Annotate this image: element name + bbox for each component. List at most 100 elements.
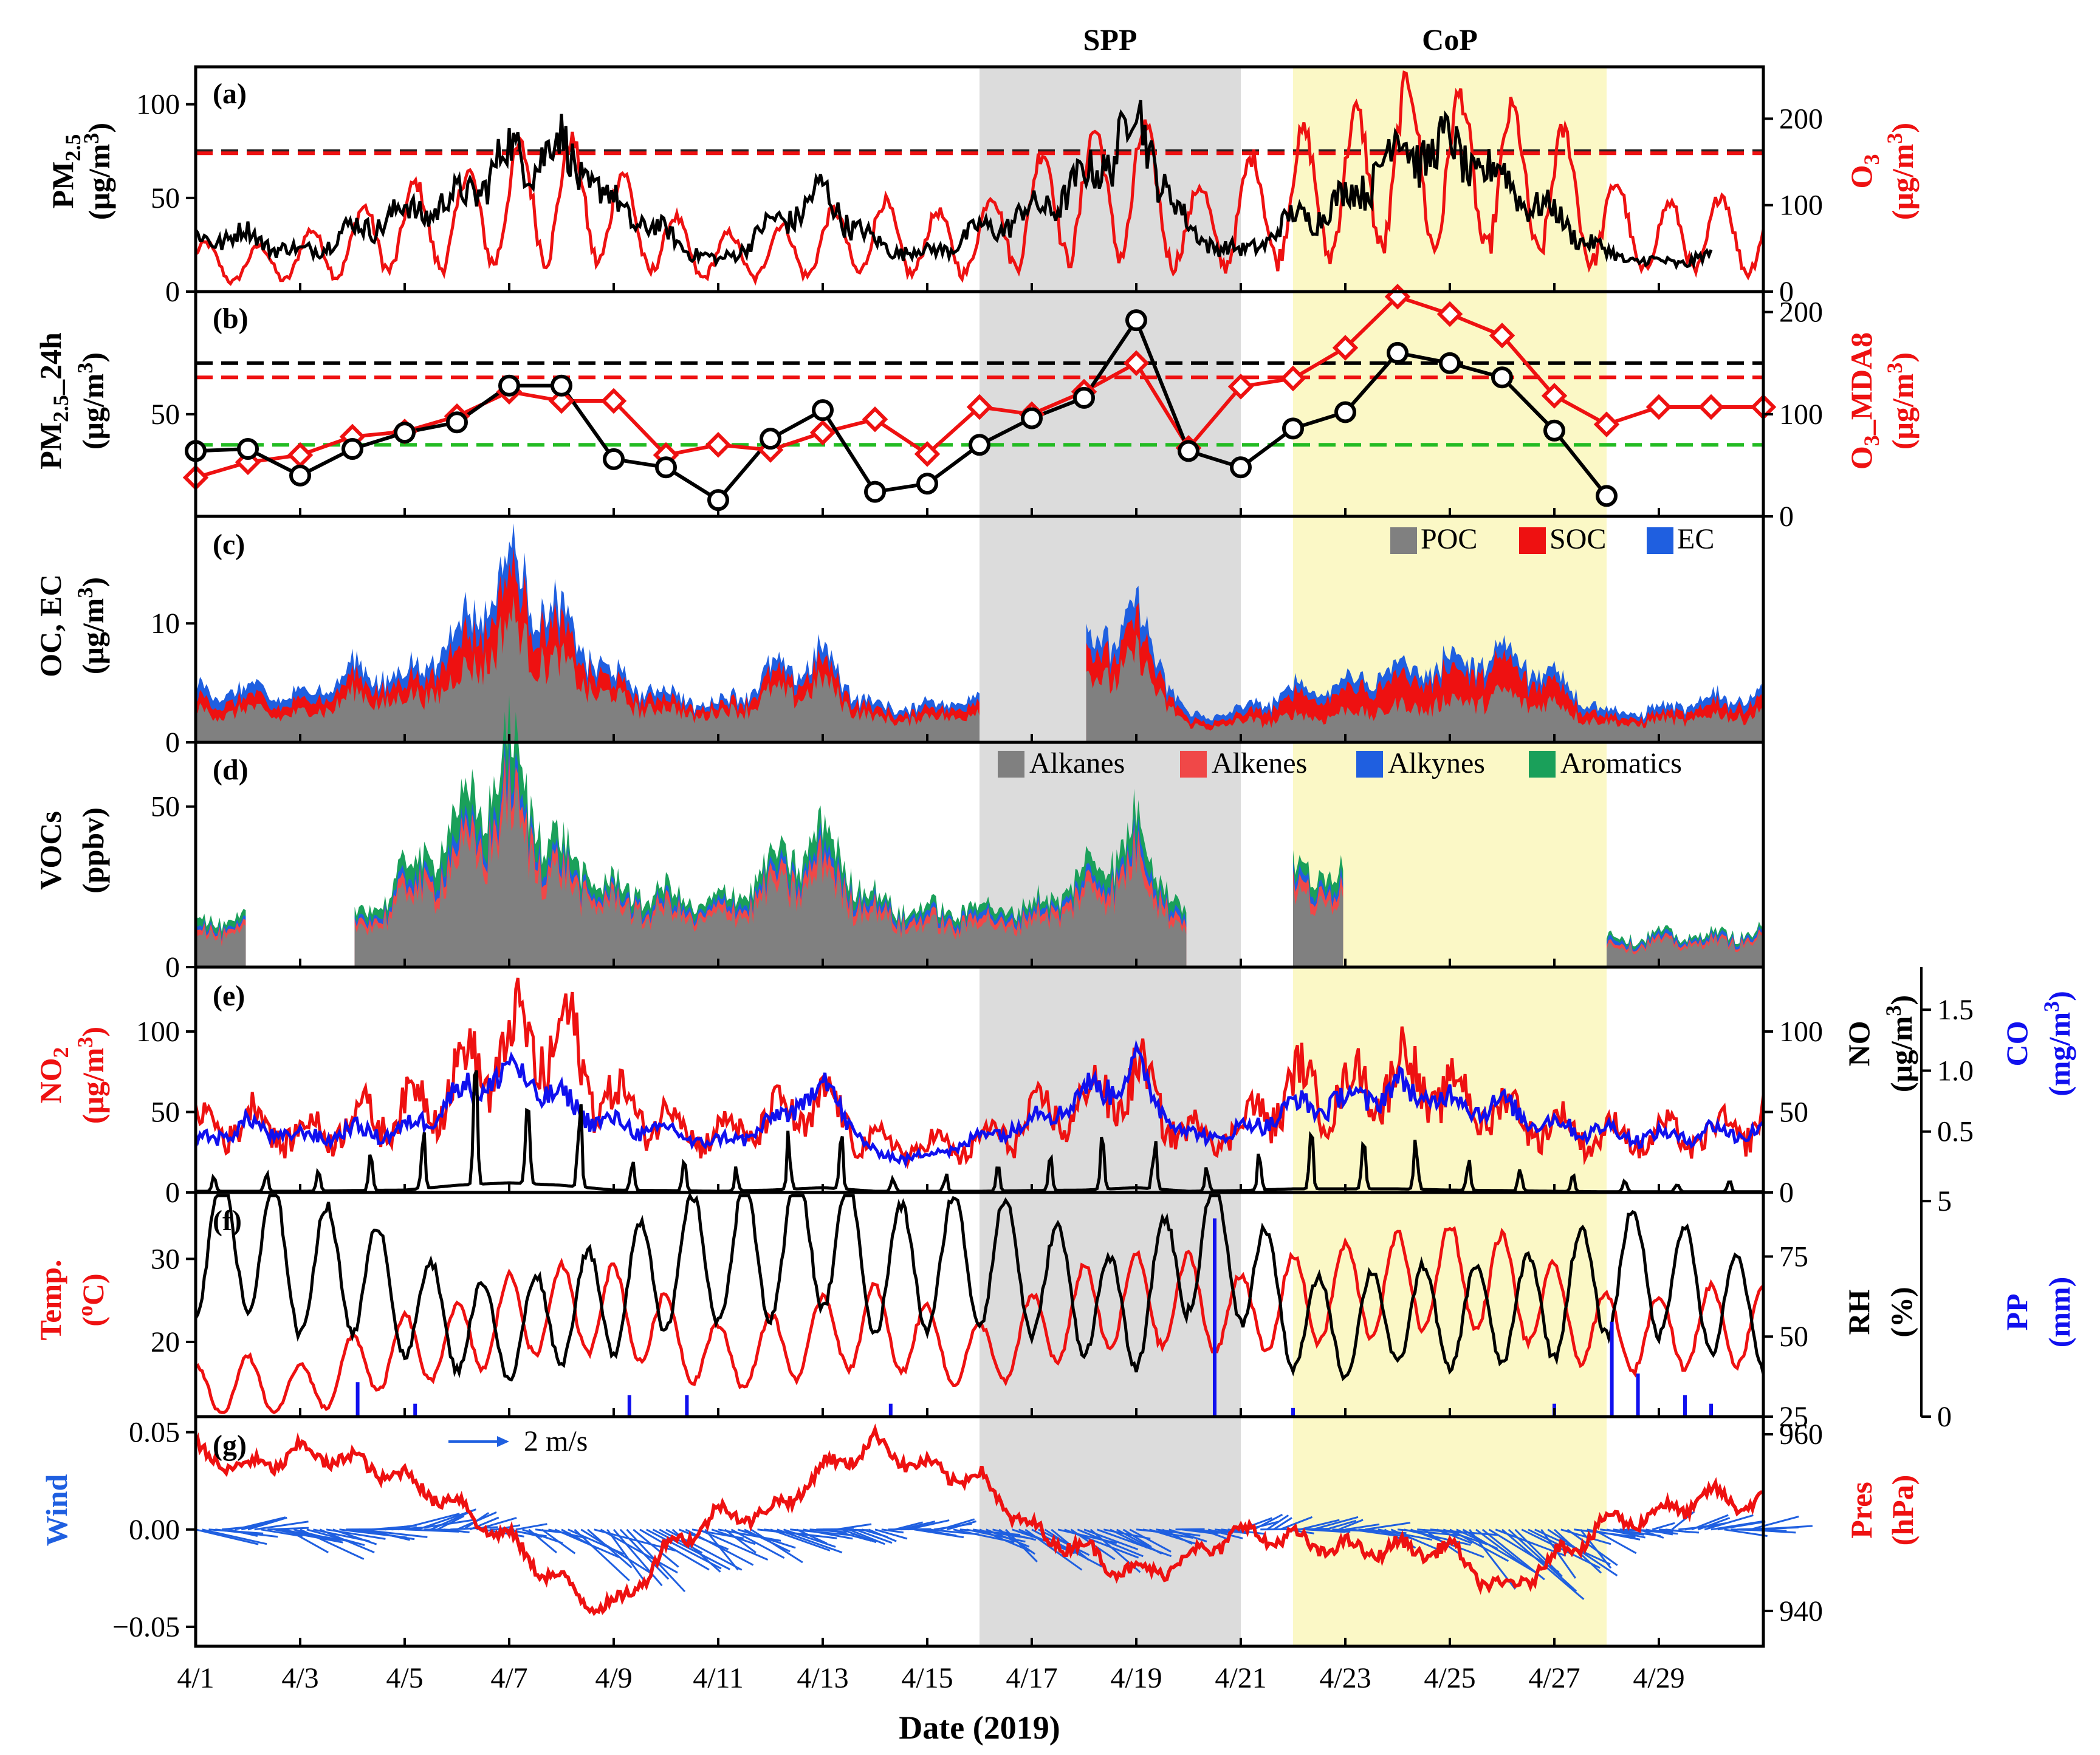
marker-pm25-24h xyxy=(1073,386,1095,409)
wind-vector xyxy=(770,1528,831,1551)
yaxis-right-e-tick-label: 100 xyxy=(1779,1016,1823,1048)
wind-vector xyxy=(1717,1521,1766,1531)
bar-precipitation xyxy=(685,1395,689,1417)
series-line-pm25-24h xyxy=(195,316,1608,503)
yaxis-left-g-tick-label: 0.05 xyxy=(129,1417,180,1449)
axes-layer: 4/1 4/3 4/5 4/7 4/9 4/11 4/13 4/15 4/17 4/19 4/21 4… xyxy=(112,65,1974,1694)
marker-pm25-24h xyxy=(237,438,259,460)
wind-vector xyxy=(273,1528,343,1544)
wind-vector xyxy=(920,1528,957,1537)
bar-precipitation xyxy=(627,1395,631,1417)
wind-vector xyxy=(300,1528,365,1560)
wind-vector xyxy=(1207,1528,1243,1539)
wind-vector xyxy=(1704,1514,1754,1531)
marker-pm25-24h xyxy=(1334,401,1356,423)
yaxis-right-b-tick-label: 100 xyxy=(1779,399,1823,431)
area-poc xyxy=(196,596,980,742)
x-tick-label: 4/21 xyxy=(1215,1662,1266,1694)
wind-vector xyxy=(1390,1528,1441,1551)
yaxis-right2-f-tick-label: 0 xyxy=(1937,1401,1952,1433)
yaxis-left-c-tick-label: 10 xyxy=(151,607,180,640)
wind-vector xyxy=(1508,1528,1577,1592)
legend-label-soc: SOC xyxy=(1549,523,1606,555)
wind-vector xyxy=(652,1528,730,1570)
yaxis-right-f-tick-label: 25 xyxy=(1779,1401,1808,1433)
wind-vector xyxy=(606,1528,648,1586)
period-shade-spp xyxy=(980,67,1241,1646)
ylabel-f-right2: PP xyxy=(2000,1293,2034,1330)
wind-vector xyxy=(724,1528,757,1554)
wind-vector xyxy=(783,1528,836,1548)
yaxis-right2-e-tick-label: 1.0 xyxy=(1937,1055,1974,1087)
legend-swatch-alkynes xyxy=(1356,751,1383,778)
wind-vector xyxy=(803,1528,853,1540)
wind-vector xyxy=(332,1528,377,1545)
wind-vector xyxy=(528,1528,557,1554)
wind-vector xyxy=(777,1528,843,1554)
wind-vector xyxy=(979,1528,1031,1552)
x-axis-title: Date (2019) xyxy=(899,1709,1060,1746)
wind-vector xyxy=(1110,1528,1148,1549)
yaxis-left-d-tick-label: 0 xyxy=(165,951,180,984)
bar-precipitation xyxy=(888,1403,893,1417)
wind-vector xyxy=(228,1528,258,1537)
ylabel-g-left: Wind xyxy=(39,1474,74,1547)
marker-pm25-24h xyxy=(1021,407,1043,429)
wind-vector xyxy=(1540,1528,1577,1579)
wind-vector xyxy=(1645,1528,1673,1536)
wind-vector xyxy=(522,1528,563,1544)
yaxis-left-f-tick-label: 30 xyxy=(151,1243,180,1275)
marker-o3-mda8 xyxy=(914,441,941,467)
marker-o3-mda8 xyxy=(1332,335,1359,361)
series-line-pressure xyxy=(194,1423,1764,1616)
marker-pm25-24h xyxy=(498,374,520,397)
marker-o3-mda8 xyxy=(1541,383,1568,409)
yunit-e-left: (μg/m3) xyxy=(73,1027,110,1124)
wind-vector xyxy=(1266,1514,1289,1531)
wind-reference: 2 m/s xyxy=(448,1425,588,1457)
wind-vector xyxy=(235,1516,286,1531)
yaxis-right2-e-tick-label: 1.5 xyxy=(1937,994,1974,1026)
wind-vector xyxy=(580,1528,653,1575)
area-alkanes xyxy=(1607,932,1763,967)
x-tick-label: 4/15 xyxy=(901,1662,953,1694)
ylabel-e-left: NO2 xyxy=(33,1047,73,1104)
ylabel-e-right2: CO xyxy=(2000,1021,2034,1067)
wind-vector xyxy=(1122,1528,1152,1548)
wind-vector xyxy=(1272,1517,1292,1531)
ylabel-e-right: NO xyxy=(1842,1021,1876,1067)
wind-vector xyxy=(247,1516,287,1531)
marker-pm25-24h xyxy=(1543,419,1565,442)
legend-label-alkynes: Alkynes xyxy=(1388,747,1485,779)
marker-o3-mda8 xyxy=(1280,365,1306,392)
wind-vector xyxy=(548,1528,586,1539)
wind-vector xyxy=(541,1528,576,1555)
wind-vector xyxy=(612,1528,663,1587)
x-tick-label: 4/9 xyxy=(595,1662,632,1694)
yaxis-right-a-tick-label: 0 xyxy=(1779,276,1794,308)
wind-vector xyxy=(1436,1528,1473,1544)
marker-pm25-24h xyxy=(289,464,311,487)
legend-swatch-aromatics xyxy=(1529,751,1556,778)
marker-o3-mda8 xyxy=(1227,374,1254,400)
yunit-d-left: (ppbv) xyxy=(76,807,110,894)
wind-vector xyxy=(1449,1528,1509,1562)
wind-vector xyxy=(1593,1528,1637,1555)
wind-vector xyxy=(1149,1528,1201,1547)
wind-vector xyxy=(1319,1528,1351,1533)
yunit-b-left: (μg/m3) xyxy=(73,352,110,450)
yaxis-left-d-tick-label: 50 xyxy=(151,791,180,823)
ylabel-g-right: Pres xyxy=(1844,1482,1878,1538)
panel-label-g: (g) xyxy=(213,1429,247,1462)
wind-vector xyxy=(430,1508,476,1531)
ylabel-a-left: PM2.5 xyxy=(46,134,85,209)
yaxis-right-f-tick-label: 50 xyxy=(1779,1321,1808,1353)
bar-precipitation xyxy=(1291,1408,1295,1417)
wind-vector xyxy=(365,1528,410,1541)
yunit-f-left: (oC) xyxy=(73,1273,110,1326)
wind-vector xyxy=(1338,1519,1364,1531)
marker-pm25-24h xyxy=(655,456,677,479)
plot-layer xyxy=(182,70,1813,1616)
wind-vector xyxy=(874,1528,908,1540)
wind-vector xyxy=(1024,1528,1083,1571)
